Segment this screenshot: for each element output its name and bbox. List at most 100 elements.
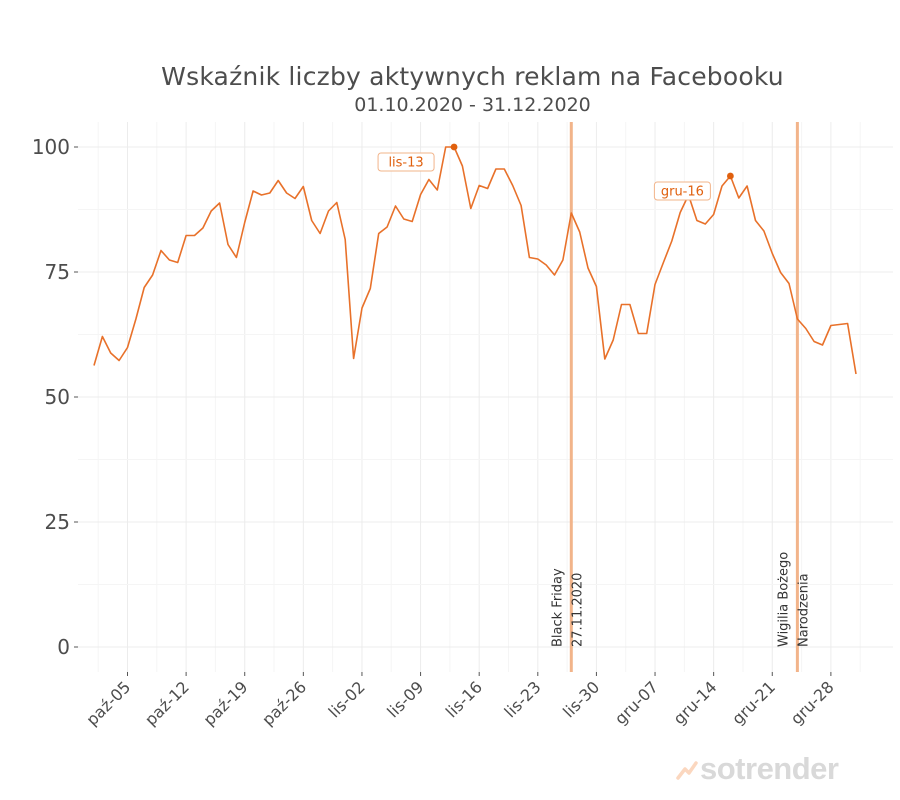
- data-point: [654, 283, 656, 285]
- data-point: [721, 185, 723, 187]
- x-tick-label: lis-09: [383, 677, 427, 721]
- data-point: [486, 187, 488, 189]
- y-tick-label: 75: [45, 260, 70, 284]
- data-point: [779, 271, 781, 273]
- logo-text: sotrender: [700, 751, 839, 786]
- data-point: [160, 249, 162, 251]
- data-point: [578, 231, 580, 233]
- data-point: [227, 243, 229, 245]
- data-point: [478, 184, 480, 186]
- data-point: [151, 274, 153, 276]
- chart-subtitle: 01.10.2020 - 31.12.2020: [354, 94, 591, 116]
- data-point: [218, 202, 220, 204]
- data-point: [118, 359, 120, 361]
- data-point: [235, 256, 237, 258]
- data-point: [101, 335, 103, 337]
- peak-label-box: [377, 152, 435, 172]
- data-point: [361, 307, 363, 309]
- y-tick-label: 0: [57, 635, 70, 659]
- data-point: [277, 179, 279, 181]
- data-point: [553, 274, 555, 276]
- event-label-line1: Wigilia Bożego: [776, 552, 791, 647]
- series-line: [93, 146, 857, 375]
- data-point: [403, 218, 405, 220]
- x-tick-label: gru-28: [787, 677, 838, 728]
- data-point: [562, 259, 564, 261]
- data-point: [495, 168, 497, 170]
- data-point: [260, 194, 262, 196]
- x-tick-label: paź-05: [82, 677, 134, 729]
- peak-label-box: [653, 181, 711, 201]
- data-point: [771, 252, 773, 254]
- data-point: [637, 332, 639, 334]
- data-point: [327, 210, 329, 212]
- event-label-line2: Narodzenia: [796, 573, 811, 647]
- sotrender-logo: sotrender: [676, 749, 839, 789]
- data-point: [369, 287, 371, 289]
- y-tick-label: 25: [45, 510, 70, 534]
- data-point: [394, 205, 396, 207]
- markers: lis-13 gru-16: [377, 143, 734, 201]
- x-tick-label: lis-02: [325, 677, 369, 721]
- data-point: [629, 303, 631, 305]
- data-point: [838, 323, 840, 325]
- data-point: [185, 234, 187, 236]
- data-point: [830, 324, 832, 326]
- data-point: [537, 258, 539, 260]
- data-point: [302, 185, 304, 187]
- data-point: [662, 261, 664, 263]
- data-point: [143, 286, 145, 288]
- axes: 0 25 50 75 100 paź-05 paź-12 paź-19 paź-26 lis-02…: [32, 135, 838, 729]
- x-tick-label: lis-23: [501, 677, 545, 721]
- data-point: [444, 146, 446, 148]
- x-tick-label: gru-07: [611, 677, 662, 728]
- data-point: [202, 227, 204, 229]
- data-point: [511, 184, 513, 186]
- peak-label: gru-16: [661, 185, 704, 200]
- event-label: Black Friday 27.11.2020: [550, 568, 585, 647]
- event-label-line1: Black Friday: [550, 568, 565, 647]
- data-point: [746, 185, 748, 187]
- data-point: [386, 226, 388, 228]
- data-point: [696, 219, 698, 221]
- data-point: [135, 318, 137, 320]
- data-point: [311, 219, 313, 221]
- data-point: [126, 346, 128, 348]
- data-point: [587, 267, 589, 269]
- data-point: [754, 219, 756, 221]
- data-point: [595, 285, 597, 287]
- peak-label: lis-13: [388, 156, 423, 171]
- chart-title: Wskaźnik liczby aktywnych reklam na Face…: [161, 62, 784, 91]
- data-point: [411, 220, 413, 222]
- data-point: [846, 322, 848, 324]
- x-tick-label: gru-14: [670, 677, 721, 728]
- data-point: [461, 165, 463, 167]
- data-point: [813, 340, 815, 342]
- data-point: [620, 303, 622, 305]
- event-label-line2: 27.11.2020: [570, 573, 585, 647]
- data-point: [436, 189, 438, 191]
- data-point: [855, 373, 857, 375]
- x-tick-label: paź-19: [200, 677, 252, 729]
- peak-marker: [450, 143, 458, 151]
- data-point: [738, 197, 740, 199]
- data-point: [520, 204, 522, 206]
- x-tick-label: gru-21: [728, 677, 779, 728]
- data-point: [788, 282, 790, 284]
- data-point: [168, 259, 170, 261]
- data-point: [252, 190, 254, 192]
- event-label: Wigilia Bożego Narodzenia: [776, 552, 811, 647]
- data-point: [244, 221, 246, 223]
- data-point: [671, 240, 673, 242]
- chart-trend-icon: [676, 761, 698, 780]
- data-point: [712, 213, 714, 215]
- y-tick-label: 50: [45, 385, 70, 409]
- peak-marker: [726, 172, 734, 180]
- data-point: [294, 197, 296, 199]
- data-point: [177, 261, 179, 263]
- data-point: [210, 210, 212, 212]
- data-point: [419, 193, 421, 195]
- data-point: [319, 232, 321, 234]
- data-point: [763, 230, 765, 232]
